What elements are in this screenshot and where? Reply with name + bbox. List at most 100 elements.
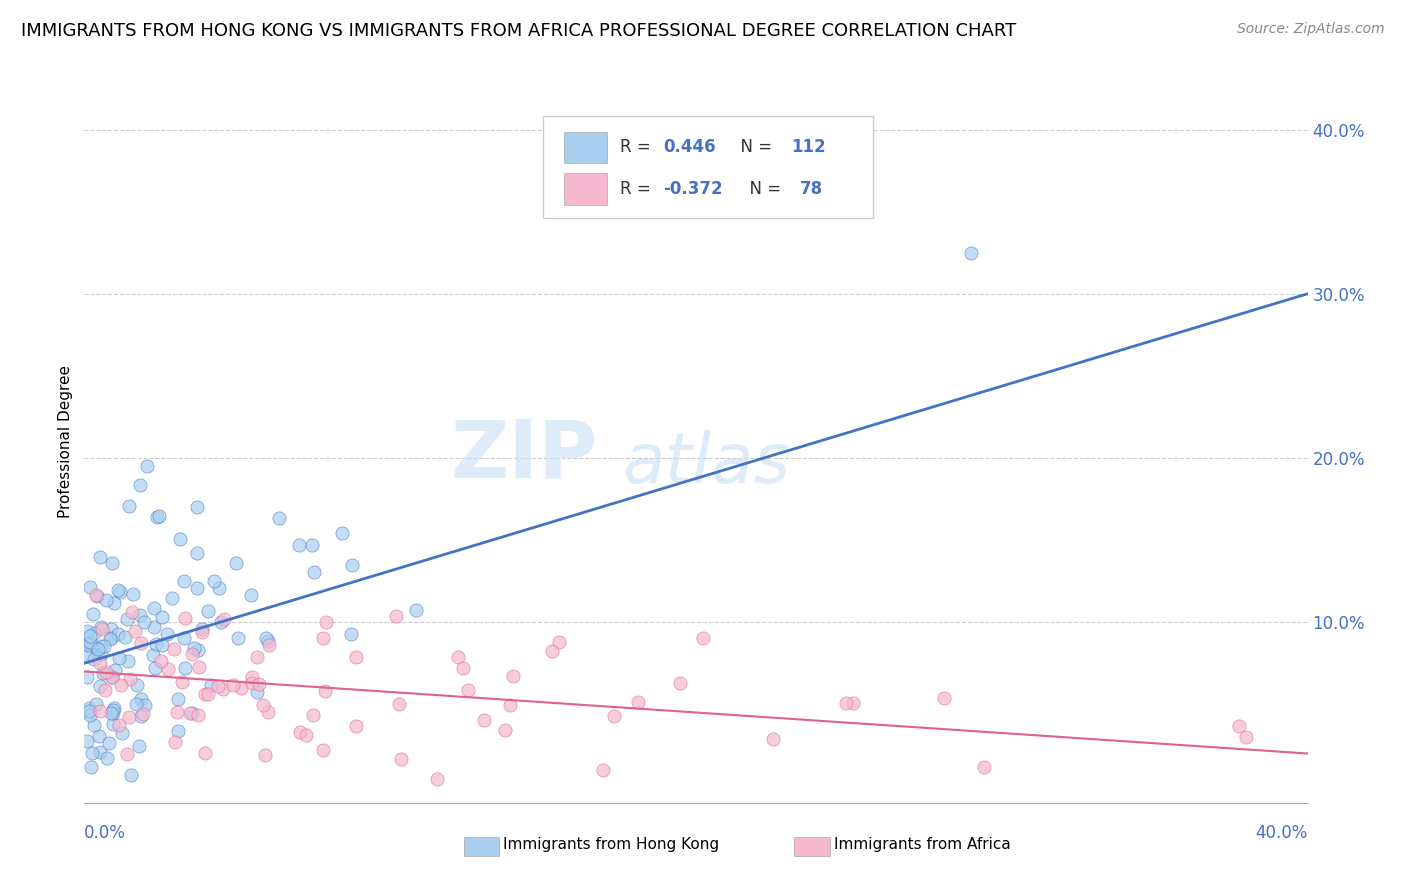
Point	[103, 700, 125, 714]
Point	[163, 642, 186, 657]
Point	[426, 772, 449, 787]
Point	[125, 697, 148, 711]
Point	[82, 746, 104, 760]
Point	[89, 549, 111, 564]
Point	[173, 631, 195, 645]
Point	[174, 660, 197, 674]
Point	[311, 632, 333, 646]
Point	[314, 684, 336, 698]
Point	[83, 718, 105, 732]
Point	[389, 752, 412, 766]
Point	[90, 620, 112, 634]
Point	[247, 677, 270, 691]
Point	[315, 615, 337, 630]
Text: 40.0%: 40.0%	[1256, 824, 1308, 842]
Point	[340, 627, 363, 641]
Point	[124, 624, 146, 639]
Point	[91, 622, 114, 636]
Point	[290, 725, 312, 739]
Point	[79, 629, 101, 643]
Point	[344, 719, 367, 733]
Point	[86, 589, 108, 603]
Point	[212, 612, 235, 626]
Point	[207, 679, 229, 693]
Point	[472, 713, 495, 727]
Point	[602, 709, 624, 723]
Point	[253, 748, 276, 763]
Point	[134, 698, 156, 713]
Text: N =: N =	[738, 179, 786, 198]
Point	[101, 556, 124, 570]
Point	[129, 691, 152, 706]
Point	[96, 593, 118, 607]
Point	[101, 717, 124, 731]
Point	[94, 665, 117, 679]
Text: Immigrants from Africa: Immigrants from Africa	[834, 837, 1011, 852]
Point	[79, 580, 101, 594]
Point	[115, 612, 138, 626]
Point	[76, 648, 98, 663]
Point	[257, 633, 280, 648]
Point	[240, 588, 263, 602]
Point	[89, 704, 111, 718]
Point	[494, 723, 516, 737]
Point	[186, 546, 208, 560]
Point	[128, 477, 150, 491]
Point	[301, 707, 323, 722]
Point	[388, 697, 411, 711]
Point	[121, 605, 143, 619]
Point	[149, 654, 172, 668]
Point	[117, 654, 139, 668]
Point	[1227, 719, 1250, 733]
Point	[125, 678, 148, 692]
Point	[79, 635, 101, 649]
Point	[191, 623, 214, 637]
Point	[142, 648, 165, 662]
Point	[384, 609, 406, 624]
Text: R =: R =	[620, 138, 657, 156]
Point	[145, 637, 167, 651]
Point	[93, 682, 115, 697]
Point	[156, 626, 179, 640]
Point	[245, 685, 267, 699]
Text: -0.372: -0.372	[664, 179, 723, 198]
Point	[240, 669, 263, 683]
Point	[592, 764, 614, 778]
Point	[82, 607, 104, 621]
Point	[174, 611, 197, 625]
Point	[84, 588, 107, 602]
Point	[118, 499, 141, 513]
Point	[229, 681, 252, 695]
Point	[129, 636, 152, 650]
Point	[79, 704, 101, 718]
Point	[447, 650, 470, 665]
Point	[76, 636, 98, 650]
Text: IMMIGRANTS FROM HONG KONG VS IMMIGRANTS FROM AFRICA PROFESSIONAL DEGREE CORRELAT: IMMIGRANTS FROM HONG KONG VS IMMIGRANTS …	[21, 22, 1017, 40]
Point	[129, 608, 152, 623]
Point	[101, 670, 124, 684]
Point	[128, 739, 150, 754]
Point	[222, 678, 245, 692]
Point	[122, 587, 145, 601]
Point	[148, 509, 170, 524]
Point	[89, 745, 111, 759]
Point	[183, 640, 205, 655]
Point	[101, 670, 124, 684]
Point	[77, 635, 100, 649]
Point	[165, 735, 187, 749]
Point	[108, 650, 131, 665]
Point	[541, 644, 564, 658]
FancyBboxPatch shape	[543, 117, 873, 218]
Point	[89, 656, 111, 670]
Point	[77, 701, 100, 715]
Point	[180, 647, 202, 661]
Text: Source: ZipAtlas.com: Source: ZipAtlas.com	[1237, 22, 1385, 37]
Point	[96, 751, 118, 765]
Point	[200, 678, 222, 692]
Point	[312, 743, 335, 757]
Point	[98, 632, 121, 647]
Point	[301, 538, 323, 552]
Point	[240, 676, 263, 690]
Bar	[564, 173, 606, 204]
Point	[93, 639, 115, 653]
